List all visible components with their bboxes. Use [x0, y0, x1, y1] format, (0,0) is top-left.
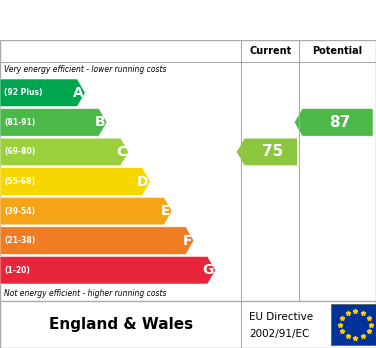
Text: (1-20): (1-20): [4, 266, 30, 275]
Text: Potential: Potential: [312, 46, 363, 56]
Text: Current: Current: [249, 46, 291, 56]
Text: F: F: [182, 234, 192, 248]
Text: G: G: [202, 263, 214, 277]
Text: E: E: [161, 204, 170, 218]
Text: 2002/91/EC: 2002/91/EC: [249, 329, 310, 339]
Polygon shape: [0, 79, 85, 106]
Text: Not energy efficient - higher running costs: Not energy efficient - higher running co…: [4, 288, 167, 298]
Text: (55-68): (55-68): [4, 177, 35, 186]
Text: England & Wales: England & Wales: [49, 317, 193, 332]
Polygon shape: [0, 138, 129, 166]
Text: A: A: [73, 86, 83, 100]
Polygon shape: [237, 138, 297, 166]
Text: B: B: [94, 115, 105, 129]
Text: (69-80): (69-80): [4, 148, 35, 157]
Polygon shape: [294, 109, 373, 136]
Text: (92 Plus): (92 Plus): [4, 88, 42, 97]
Text: C: C: [117, 145, 127, 159]
Polygon shape: [0, 197, 172, 225]
Text: Energy Efficiency Rating: Energy Efficiency Rating: [64, 11, 312, 29]
Text: (81-91): (81-91): [4, 118, 35, 127]
Text: EU Directive: EU Directive: [249, 313, 314, 323]
Text: Very energy efficient - lower running costs: Very energy efficient - lower running co…: [4, 65, 167, 74]
Polygon shape: [0, 109, 107, 136]
Polygon shape: [0, 168, 150, 195]
Text: 75: 75: [262, 144, 284, 159]
Text: D: D: [137, 174, 149, 189]
Polygon shape: [0, 256, 215, 284]
Polygon shape: [0, 227, 194, 254]
Text: (21-38): (21-38): [4, 236, 35, 245]
Text: 87: 87: [329, 115, 350, 130]
Text: (39-54): (39-54): [4, 207, 35, 215]
Bar: [331, 304, 376, 345]
